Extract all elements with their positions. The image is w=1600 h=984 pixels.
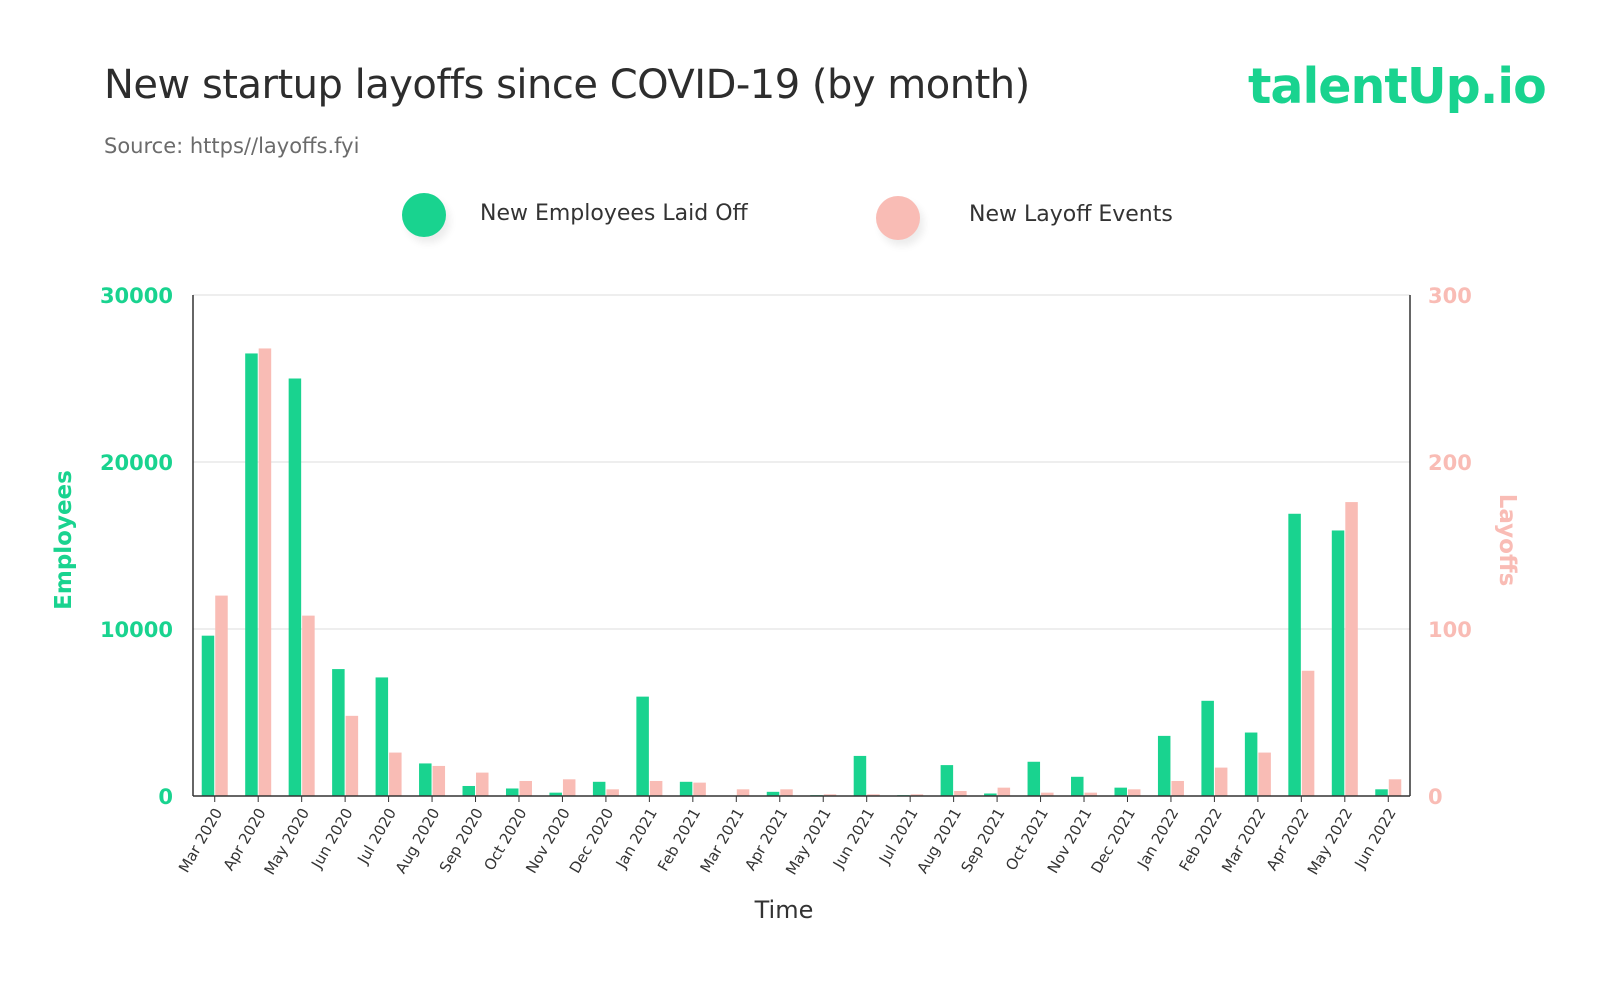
- bar-layoffs: [1127, 789, 1141, 796]
- y-right-tick-label: 200: [1428, 451, 1472, 475]
- x-tick-label: Apr 2020: [220, 805, 270, 874]
- y-left-tick-label: 30000: [100, 284, 173, 308]
- y-left-tick-label: 10000: [100, 618, 173, 642]
- bar-employees: [636, 696, 649, 796]
- chart-source: Source: https//layoffs.fyi: [104, 134, 360, 158]
- y-right-axis-title: Layoffs: [1494, 494, 1520, 587]
- bar-employees: [462, 785, 476, 796]
- bar-layoffs: [1041, 792, 1054, 796]
- bar-layoffs: [1258, 752, 1271, 796]
- bar-layoffs: [519, 780, 532, 796]
- bar-employees: [332, 669, 345, 796]
- bar-employees: [1331, 530, 1345, 796]
- bar-employees: [245, 353, 258, 796]
- bar-layoffs: [258, 348, 272, 796]
- y-left-tick-label: 0: [158, 785, 173, 809]
- legend-swatch-layoffs: [876, 196, 920, 240]
- bar-layoffs: [910, 794, 924, 796]
- y-right-tick-label: 0: [1428, 785, 1443, 809]
- bar-layoffs: [345, 715, 359, 796]
- y-right-tick-label: 100: [1428, 618, 1472, 642]
- bar-layoffs: [823, 794, 837, 796]
- y-right-tick-label: 300: [1428, 284, 1472, 308]
- bar-layoffs: [780, 789, 793, 796]
- bar-employees: [1027, 761, 1041, 796]
- bar-layoffs: [867, 794, 880, 796]
- x-tick-label: Jun 2022: [1350, 805, 1399, 872]
- bar-employees: [1201, 700, 1214, 796]
- bar-employees: [1288, 513, 1301, 796]
- x-tick-label: Jul 2020: [353, 805, 400, 868]
- bar-layoffs: [1388, 779, 1402, 796]
- bar-layoffs: [1171, 780, 1184, 796]
- bar-employees: [1114, 787, 1127, 796]
- x-tick-label: Apr 2021: [741, 805, 791, 874]
- bar-layoffs: [432, 765, 446, 796]
- x-tick-label: Dec 2021: [1087, 805, 1139, 876]
- legend-label-employees: New Employees Laid Off: [480, 201, 748, 226]
- bar-layoffs: [997, 787, 1011, 796]
- bar-layoffs: [1345, 502, 1358, 796]
- x-tick-label: Feb 2022: [1176, 805, 1226, 874]
- bar-layoffs: [954, 790, 967, 796]
- bar-employees: [940, 765, 954, 796]
- axes: [192, 295, 1411, 802]
- gridlines: [193, 294, 1410, 797]
- bar-layoffs: [1084, 792, 1098, 796]
- bar-employees: [505, 788, 519, 796]
- x-tick-label: Jul 2021: [875, 805, 922, 868]
- y-left-axis-title: Employees: [51, 470, 77, 610]
- legend-swatch-employees: [402, 193, 446, 237]
- bar-layoffs: [389, 752, 402, 796]
- talentup-logo: talentUp.io: [1248, 58, 1547, 115]
- bar-employees: [288, 378, 302, 796]
- x-tick-label: Oct 2021: [1002, 805, 1052, 874]
- bar-employees: [1157, 735, 1171, 796]
- bar-layoffs: [1214, 767, 1228, 796]
- bar-employees: [853, 755, 867, 796]
- bar-employees: [1071, 776, 1084, 796]
- bar-employees: [549, 792, 562, 796]
- bar-layoffs: [302, 615, 315, 796]
- bar-employees: [201, 635, 215, 796]
- bar-layoffs: [1301, 670, 1315, 796]
- bar-employees: [375, 677, 389, 796]
- bar-employees: [592, 781, 606, 796]
- chart-title: New startup layoffs since COVID-19 (by m…: [104, 62, 1030, 108]
- x-tick-label: Dec 2020: [566, 805, 618, 876]
- x-tick-label: Jan 2021: [612, 805, 661, 872]
- x-tick-label: Oct 2020: [480, 805, 530, 874]
- bar-layoffs: [606, 789, 619, 796]
- bar-layoffs: [736, 789, 750, 796]
- bar-layoffs: [649, 780, 663, 796]
- bar-layoffs: [215, 595, 228, 796]
- x-tick-label: Jan 2022: [1133, 805, 1182, 872]
- x-tick-label: Jun 2020: [307, 805, 356, 872]
- bar-employees: [419, 763, 432, 796]
- bar-employees: [679, 781, 693, 796]
- bar-layoffs: [476, 772, 489, 796]
- legend-label-layoffs: New Layoff Events: [969, 202, 1173, 227]
- bars: [201, 348, 1402, 796]
- bar-layoffs: [562, 779, 576, 796]
- bar-layoffs: [693, 782, 706, 796]
- bar-employees: [1244, 732, 1258, 796]
- x-tick-label: Feb 2021: [654, 805, 704, 874]
- y-left-tick-label: 20000: [100, 451, 173, 475]
- x-tick-label: Jun 2021: [829, 805, 878, 872]
- bar-employees: [984, 793, 997, 796]
- bar-employees: [766, 791, 780, 796]
- x-tick-label: Apr 2022: [1263, 805, 1313, 874]
- bar-employees: [1375, 789, 1388, 796]
- x-axis-title: Time: [754, 896, 814, 924]
